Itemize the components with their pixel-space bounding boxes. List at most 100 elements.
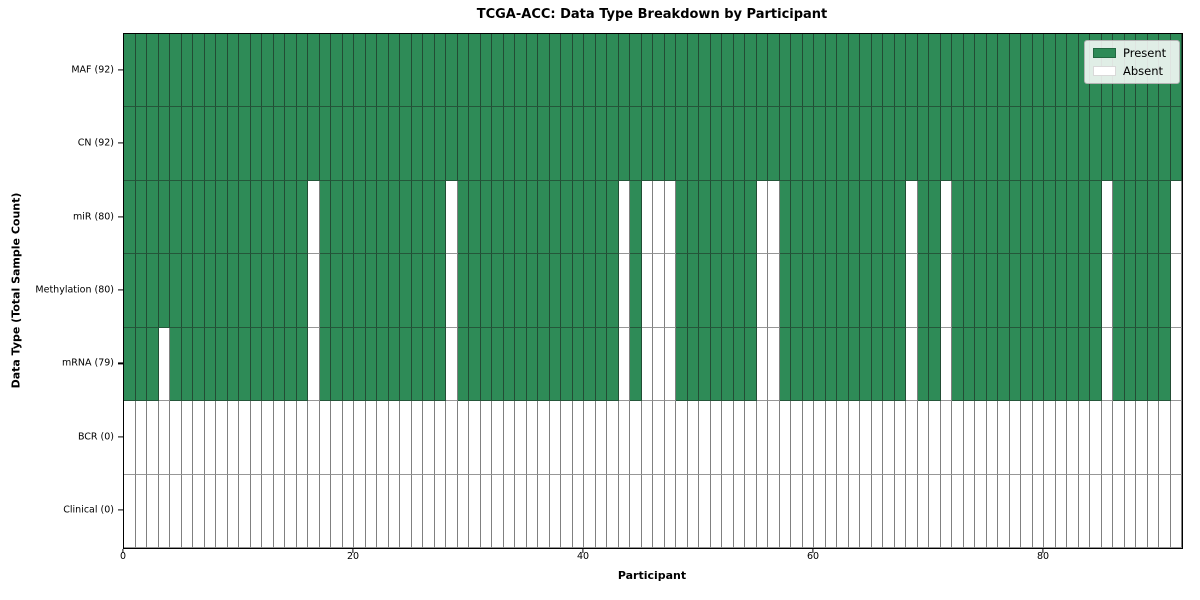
cell-Clinical-p4-absent xyxy=(170,474,182,548)
cell-Methylation-p87-present xyxy=(1124,254,1136,328)
cell-BCR-p1-absent xyxy=(135,401,147,475)
cell-Methylation-p57-present xyxy=(779,254,791,328)
cell-mRNA-p61-present xyxy=(825,327,837,402)
cell-Methylation-p68-absent xyxy=(906,254,918,328)
cell-mRNA-p63-present xyxy=(848,327,860,402)
x-axis-label: Participant xyxy=(617,569,687,582)
cell-miR-p41-present xyxy=(595,180,607,255)
cell-Methylation-p39-present xyxy=(572,254,584,328)
cell-MAF-p1-present xyxy=(135,34,147,108)
cell-Methylation-p74-present xyxy=(975,254,987,328)
cell-Clinical-p51-absent xyxy=(710,474,722,548)
cell-CN-p44-present xyxy=(630,107,642,181)
cell-CN-p6-present xyxy=(193,107,205,181)
cell-mRNA-p52-present xyxy=(722,327,734,402)
cell-Methylation-p63-present xyxy=(848,254,860,328)
cell-mRNA-p72-present xyxy=(952,327,964,402)
row-label-Methylation: Methylation (80) xyxy=(35,284,114,296)
cell-CN-p75-present xyxy=(986,107,998,181)
cell-Methylation-p2-present xyxy=(147,254,159,328)
cell-CN-p86-present xyxy=(1113,107,1125,181)
cell-miR-p77-present xyxy=(1009,180,1021,255)
cell-Methylation-p55-absent xyxy=(756,254,768,328)
cell-Methylation-p80-present xyxy=(1044,254,1056,328)
legend-label-absent: Absent xyxy=(1123,64,1164,78)
cell-Clinical-p14-absent xyxy=(285,474,297,548)
cell-mRNA-p6-present xyxy=(193,327,205,402)
cell-BCR-p23-absent xyxy=(388,401,400,475)
cell-Clinical-p59-absent xyxy=(802,474,814,548)
cell-Methylation-p9-present xyxy=(227,254,239,328)
cell-MAF-p19-present xyxy=(342,34,354,108)
cell-BCR-p25-absent xyxy=(411,401,423,475)
cell-mRNA-p42-present xyxy=(607,327,619,402)
cell-BCR-p4-absent xyxy=(170,401,182,475)
cell-Clinical-p46-absent xyxy=(653,474,665,548)
cell-miR-p36-present xyxy=(538,180,550,255)
cell-Methylation-p10-present xyxy=(239,254,251,328)
cell-Clinical-p70-absent xyxy=(929,474,941,548)
cell-miR-p45-absent xyxy=(641,180,653,255)
cell-mRNA-p5-present xyxy=(181,327,193,402)
cell-MAF-p73-present xyxy=(963,34,975,108)
cell-BCR-p60-absent xyxy=(814,401,826,475)
cell-Clinical-p1-absent xyxy=(135,474,147,548)
cell-MAF-p37-present xyxy=(549,34,561,108)
cell-BCR-p58-absent xyxy=(791,401,803,475)
cell-Clinical-p76-absent xyxy=(998,474,1010,548)
cell-Clinical-p42-absent xyxy=(607,474,619,548)
cell-Methylation-p46-absent xyxy=(653,254,665,328)
cell-Clinical-p9-absent xyxy=(227,474,239,548)
cell-MAF-p74-present xyxy=(975,34,987,108)
cell-miR-p56-absent xyxy=(768,180,780,255)
cell-BCR-p33-absent xyxy=(503,401,515,475)
cell-BCR-p48-absent xyxy=(676,401,688,475)
y-tick-mark xyxy=(118,289,123,291)
cell-miR-p19-present xyxy=(342,180,354,255)
cell-CN-p51-present xyxy=(710,107,722,181)
cell-Methylation-p17-present xyxy=(319,254,331,328)
cell-MAF-p68-present xyxy=(906,34,918,108)
cell-Methylation-p36-present xyxy=(538,254,550,328)
cell-MAF-p38-present xyxy=(561,34,573,108)
cell-Clinical-p78-absent xyxy=(1021,474,1033,548)
cell-BCR-p59-absent xyxy=(802,401,814,475)
cell-Methylation-p3-present xyxy=(158,254,170,328)
cell-Clinical-p7-absent xyxy=(204,474,216,548)
cell-BCR-p42-absent xyxy=(607,401,619,475)
cell-Clinical-p60-absent xyxy=(814,474,826,548)
cell-CN-p12-present xyxy=(262,107,274,181)
cell-miR-p76-present xyxy=(998,180,1010,255)
cell-Clinical-p57-absent xyxy=(779,474,791,548)
cell-CN-p72-present xyxy=(952,107,964,181)
cell-mRNA-p2-present xyxy=(147,327,159,402)
cell-mRNA-p3-absent xyxy=(158,327,170,402)
cell-CN-p47-present xyxy=(664,107,676,181)
cell-Clinical-p17-absent xyxy=(319,474,331,548)
cell-mRNA-p88-present xyxy=(1136,327,1148,402)
cell-CN-p33-present xyxy=(503,107,515,181)
cell-BCR-p22-absent xyxy=(377,401,389,475)
cell-Clinical-p28-absent xyxy=(446,474,458,548)
cell-Clinical-p6-absent xyxy=(193,474,205,548)
cell-MAF-p71-present xyxy=(940,34,952,108)
cell-MAF-p59-present xyxy=(802,34,814,108)
cell-CN-p58-present xyxy=(791,107,803,181)
cell-Clinical-p74-absent xyxy=(975,474,987,548)
cell-miR-p84-present xyxy=(1090,180,1102,255)
cell-CN-p82-present xyxy=(1067,107,1079,181)
cell-Clinical-p3-absent xyxy=(158,474,170,548)
cell-mRNA-p45-absent xyxy=(641,327,653,402)
cell-Methylation-p32-present xyxy=(492,254,504,328)
cell-BCR-p30-absent xyxy=(469,401,481,475)
cell-BCR-p32-absent xyxy=(492,401,504,475)
cell-Methylation-p85-absent xyxy=(1101,254,1113,328)
cell-miR-p1-present xyxy=(135,180,147,255)
cell-BCR-p43-absent xyxy=(618,401,630,475)
cell-Methylation-p76-present xyxy=(998,254,1010,328)
cell-miR-p22-present xyxy=(377,180,389,255)
cell-BCR-p61-absent xyxy=(825,401,837,475)
x-tick-label-20: 20 xyxy=(346,551,360,562)
cell-BCR-p44-absent xyxy=(630,401,642,475)
